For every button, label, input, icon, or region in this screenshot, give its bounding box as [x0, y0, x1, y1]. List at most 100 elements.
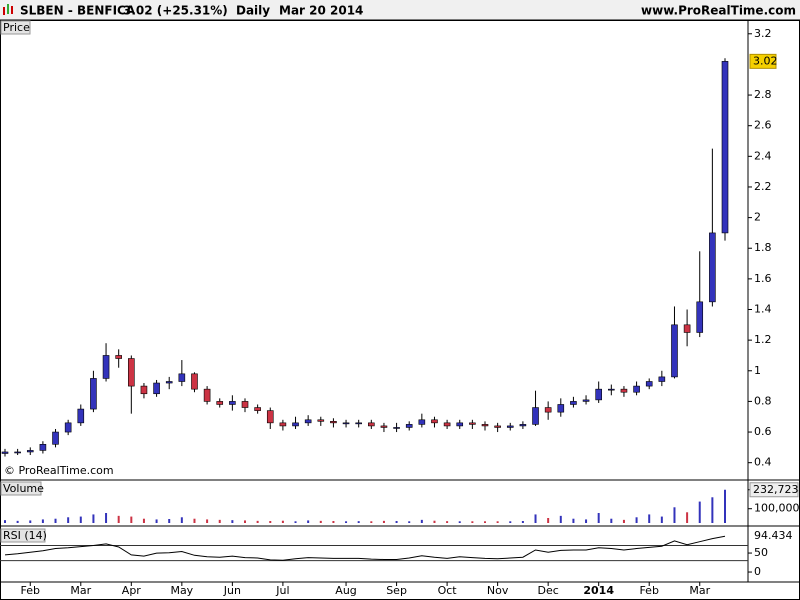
- rsi-line: [4, 535, 726, 561]
- candle-body: [494, 425, 501, 428]
- copyright: © ProRealTime.com: [4, 464, 114, 477]
- panel-label-box: [0, 528, 46, 543]
- candle-body: [90, 378, 97, 410]
- x-tick-label: Nov: [487, 584, 509, 597]
- volume-bar: [193, 518, 196, 523]
- last-price-label: 3.02: [753, 54, 778, 67]
- chart-title: SLBEN - BENFICA: [20, 4, 136, 18]
- candle-body: [229, 401, 236, 405]
- candle-body: [304, 419, 312, 424]
- candle-body: [393, 427, 400, 429]
- candle-body: [595, 388, 602, 401]
- volume-bar: [79, 516, 82, 523]
- candle-body: [1, 451, 9, 454]
- candle-body: [405, 424, 413, 428]
- volume-bar: [698, 501, 701, 523]
- candle-body: [355, 422, 362, 425]
- panel-label-box: [0, 481, 42, 496]
- candle-body: [64, 422, 72, 433]
- candle-body: [266, 410, 274, 424]
- panel-label: Volume: [3, 482, 44, 495]
- candle-body: [469, 422, 476, 425]
- y-tick-label: 3.2: [754, 27, 772, 40]
- volume-bar: [622, 519, 625, 523]
- volume-bar: [408, 521, 411, 523]
- x-tick-label: Feb: [21, 584, 40, 597]
- volume-bar: [29, 520, 32, 523]
- volume-bar: [105, 513, 108, 523]
- y-tick-label: 50: [754, 546, 768, 559]
- candle-body: [633, 385, 640, 393]
- volume-bar: [41, 519, 44, 523]
- candle-body: [165, 381, 173, 384]
- y-tick-label: 0.4: [754, 456, 772, 469]
- volume-bar: [142, 518, 145, 523]
- volume-bar: [319, 520, 322, 523]
- candle-body: [128, 358, 135, 387]
- candle-body: [330, 421, 337, 424]
- x-tick-label: Jun: [223, 584, 241, 597]
- candle-body: [696, 301, 704, 333]
- volume-bar: [420, 519, 423, 523]
- candle-body: [14, 451, 21, 454]
- panel-label: Price: [3, 21, 30, 34]
- y-tick-label: 1.2: [754, 333, 772, 346]
- volume-bar: [231, 520, 234, 523]
- y-tick-label: 0.6: [754, 425, 772, 438]
- volume-bar: [471, 521, 474, 523]
- volume-bar: [117, 515, 120, 523]
- volume-bar: [218, 519, 221, 523]
- volume-bar: [54, 518, 57, 523]
- candle-body: [191, 373, 198, 390]
- y-tick-label: 1.6: [754, 272, 772, 285]
- volume-bar: [281, 520, 284, 523]
- candle-body: [216, 401, 224, 405]
- volume-bar: [256, 520, 259, 523]
- candle-body: [77, 408, 85, 424]
- x-tick-label: Oct: [438, 584, 458, 597]
- candle-body: [292, 422, 299, 427]
- volume-bar: [4, 520, 6, 523]
- header-bar: [0, 0, 800, 20]
- x-tick-label: Mar: [70, 584, 91, 597]
- candle-body: [279, 422, 287, 427]
- candle-body: [709, 232, 716, 303]
- y-tick-label: 2.4: [754, 149, 772, 162]
- candle-body: [544, 407, 552, 413]
- y-tick-label: 0.8: [754, 394, 772, 407]
- volume-bar: [724, 489, 726, 523]
- candle-body: [671, 324, 678, 378]
- candle-body: [721, 61, 729, 234]
- volume-bar: [585, 519, 588, 523]
- volume-bar: [168, 519, 171, 523]
- candle-body: [39, 444, 47, 451]
- volume-bar: [458, 521, 461, 523]
- volume-bar: [711, 497, 714, 523]
- volume-bar: [521, 521, 524, 523]
- volume-bar: [509, 521, 512, 523]
- candle-body: [52, 431, 59, 445]
- volume-bar: [332, 521, 335, 523]
- quote: 3.02 (+25.31%): [123, 4, 228, 18]
- volume-bar: [547, 518, 550, 523]
- candle-body: [102, 355, 110, 379]
- volume-bar: [635, 517, 638, 523]
- volume-bar: [92, 514, 95, 523]
- y-tick-label: 1.4: [754, 303, 772, 316]
- x-tick-label: Sep: [386, 584, 407, 597]
- volume-bar: [572, 518, 575, 523]
- candle-body: [254, 407, 261, 411]
- candle-body: [443, 422, 451, 427]
- candle-body: [342, 422, 350, 425]
- candle-body: [203, 388, 211, 402]
- volume-bar: [673, 507, 676, 523]
- y-tick-label: 1: [754, 364, 761, 377]
- candle-body: [506, 425, 514, 428]
- candle-body: [519, 424, 527, 427]
- x-tick-label: May: [170, 584, 193, 597]
- candle-body: [241, 401, 249, 408]
- volume-bar: [534, 514, 537, 523]
- volume-bar: [559, 515, 562, 523]
- y-tick-label: 2: [754, 211, 761, 224]
